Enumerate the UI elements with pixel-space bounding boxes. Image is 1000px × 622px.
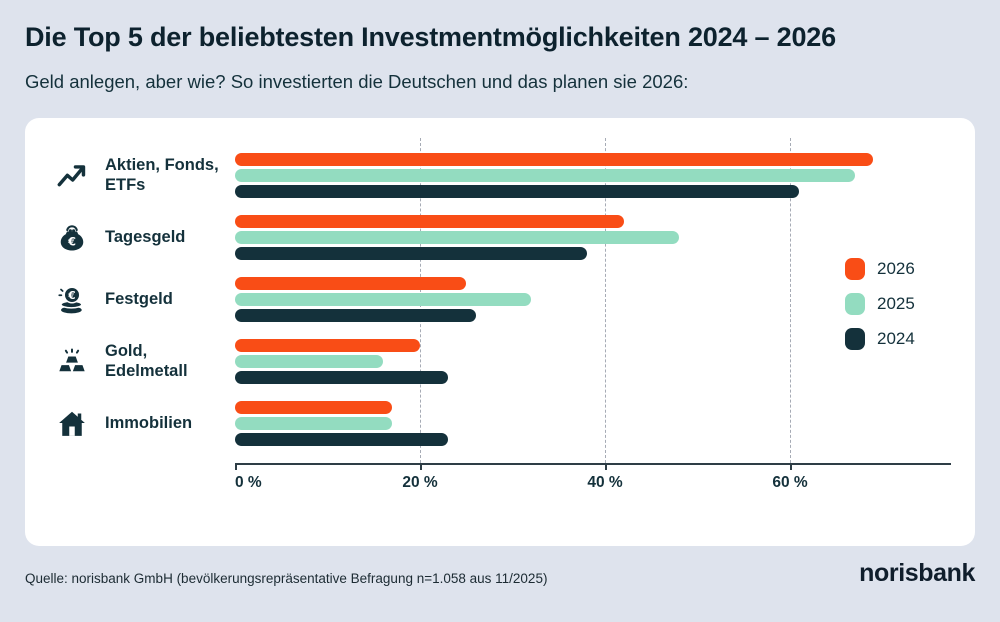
bar [235,185,800,198]
trending-up-icon [53,161,91,191]
bar [235,231,679,244]
category-row-immobilien: Immobilien [53,401,235,446]
bar [235,433,448,446]
category-row-festgeld: € Festgeld [53,277,235,322]
legend-swatch [845,258,865,280]
legend-swatch [845,293,865,315]
legend-item: 2026 [845,258,915,280]
page-subtitle: Geld anlegen, aber wie? So investierten … [25,71,689,92]
axis-tick-label: 40 % [587,474,623,491]
bar [235,215,624,228]
category-label: Immobilien [105,413,193,432]
house-icon [53,409,91,439]
chart-card: Aktien, Fonds, ETFs € Tagesgeld [25,118,975,546]
legend-swatch [845,328,865,350]
axis-tick-label: 20 % [402,474,438,491]
bar [235,309,476,322]
axis-tick [605,463,607,470]
bar [235,371,448,384]
bar [235,247,587,260]
plot-area: 0 % 20 % 40 % 60 % [235,118,951,491]
gold-bars-icon [53,347,91,377]
bar [235,339,420,352]
norisbank-logo: norisbank [859,559,975,587]
bar [235,153,874,166]
category-row-aktien: Aktien, Fonds, ETFs [53,153,235,198]
axis-tick-label: 60 % [772,474,808,491]
category-row-tagesgeld: € Tagesgeld [53,215,235,260]
bar [235,401,393,414]
bar [235,169,855,182]
bar [235,277,467,290]
source-text: Quelle: norisbank GmbH (bevölkerungsrepr… [25,571,548,586]
svg-text:€: € [67,289,75,302]
category-label: Gold, Edelmetall [105,342,188,380]
gridline [790,138,791,463]
page-title: Die Top 5 der beliebtesten Investmentmög… [25,22,836,52]
bar [235,355,383,368]
legend-label: 2026 [877,259,915,278]
axis-tick [790,463,792,470]
legend: 2026 2025 2024 [845,258,915,350]
bar [235,293,531,306]
axis-tick [420,463,422,470]
category-label: Aktien, Fonds, ETFs [105,156,219,194]
purse-icon: € [53,223,91,253]
legend-item: 2025 [845,293,915,315]
svg-text:€: € [67,235,76,248]
category-label: Tagesgeld [105,227,186,246]
gridline [605,138,606,463]
legend-label: 2024 [877,329,915,348]
axis-tick-label: 0 % [235,474,262,491]
axis-tick [235,463,237,470]
category-label: Festgeld [105,289,173,308]
legend-item: 2024 [845,328,915,350]
bar [235,417,393,430]
legend-label: 2025 [877,294,915,313]
category-row-gold: Gold, Edelmetall [53,339,235,384]
coins-icon: € [53,285,91,315]
